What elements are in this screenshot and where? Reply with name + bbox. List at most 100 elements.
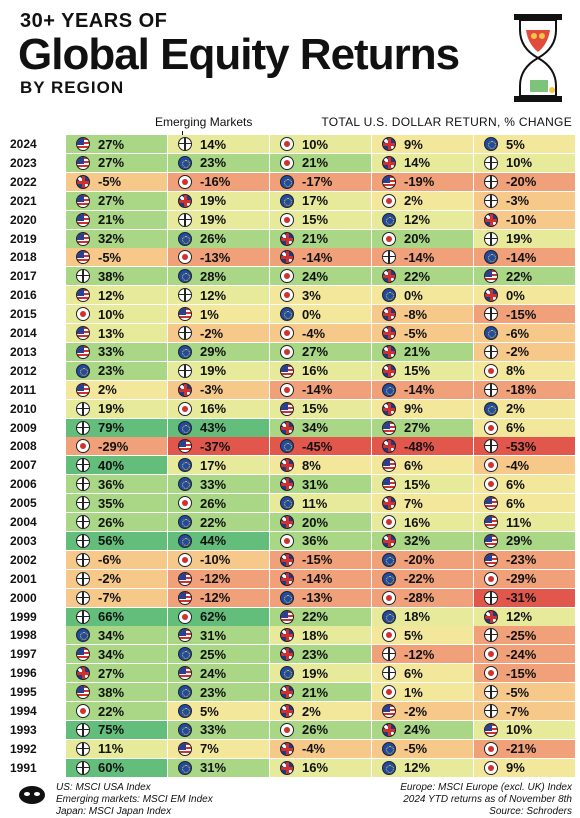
return-value: 19%: [200, 363, 227, 379]
japan-flag-icon: [178, 552, 192, 567]
return-cell: 1%: [168, 305, 270, 324]
year-label: 2003: [10, 533, 37, 548]
return-value: 23%: [302, 646, 329, 662]
uk-flag-icon: [382, 155, 396, 170]
return-value: -16%: [200, 174, 231, 190]
return-cell: 27%: [270, 342, 372, 361]
globe-icon: [382, 666, 396, 681]
return-cell: 31%: [168, 758, 270, 777]
globe-icon: [76, 269, 90, 284]
return-value: 10%: [98, 306, 125, 322]
year-label: 1998: [10, 628, 37, 643]
table-row: 2000 -7% -12% -13% -28% -31%: [10, 588, 576, 608]
return-value: 26%: [302, 722, 329, 738]
return-cell: 2%: [270, 702, 372, 720]
usa-flag-icon: [76, 382, 90, 397]
europe-flag-icon: [484, 137, 498, 151]
uk-flag-icon: [280, 760, 294, 775]
return-value: 14%: [404, 155, 431, 171]
return-value: 34%: [302, 420, 329, 435]
return-value: -2%: [404, 703, 428, 719]
return-value: -5%: [506, 684, 530, 700]
return-value: 18%: [404, 609, 431, 624]
japan-flag-icon: [178, 496, 192, 511]
japan-flag-icon: [280, 288, 294, 303]
return-value: -24%: [506, 646, 537, 662]
usa-flag-icon: [382, 477, 396, 492]
return-value: -45%: [302, 438, 333, 454]
uk-flag-icon: [382, 137, 396, 151]
return-value: -18%: [506, 382, 537, 398]
return-value: 10%: [506, 722, 533, 738]
return-value: 62%: [200, 609, 227, 624]
europe-flag-icon: [178, 515, 192, 529]
year-label: 2016: [10, 288, 37, 303]
return-cell: 34%: [66, 626, 168, 645]
return-cell: 20%: [372, 229, 474, 248]
globe-icon: [76, 609, 90, 624]
return-value: 2%: [98, 382, 117, 398]
table-row: 2011 2% -3% -14% -14% -18%: [10, 380, 576, 400]
globe-icon: [76, 533, 90, 548]
return-value: 12%: [506, 609, 533, 624]
return-cell: 6%: [372, 664, 474, 683]
return-value: 16%: [200, 401, 227, 417]
return-value: 24%: [302, 268, 329, 284]
return-value: 19%: [98, 401, 125, 417]
return-cell: 60%: [66, 758, 168, 777]
uk-flag-icon: [382, 307, 396, 322]
return-cell: 35%: [66, 494, 168, 513]
table-row: 1992 11% 7% -4% -5% -21%: [10, 739, 576, 759]
return-value: 20%: [404, 231, 431, 246]
return-cell: -21%: [474, 739, 576, 758]
return-cell: -12%: [168, 588, 270, 607]
globe-icon: [76, 590, 90, 605]
return-cell: 8%: [474, 361, 576, 380]
table-row: 2020 21% 19% 15% 12% -10%: [10, 210, 576, 230]
table-row: 2003 56% 44% 36% 32% 29%: [10, 531, 576, 551]
return-value: 16%: [302, 363, 329, 379]
return-cell: 12%: [474, 607, 576, 626]
return-value: 34%: [98, 646, 125, 662]
return-cell: 24%: [372, 720, 474, 739]
return-cell: 29%: [168, 342, 270, 361]
return-value: 1%: [404, 684, 423, 700]
europe-flag-icon: [484, 401, 498, 416]
table-row: 2022 -5% -16% -17% -19% -20%: [10, 172, 576, 192]
table-row: 1994 22% 5% 2% -2% -7%: [10, 702, 576, 721]
return-cell: 18%: [270, 626, 372, 645]
year-label: 2012: [10, 363, 37, 378]
year-label: 2006: [10, 477, 37, 492]
return-value: 11%: [302, 495, 328, 511]
return-cell: -15%: [270, 550, 372, 569]
return-value: 36%: [98, 476, 125, 492]
globe-icon: [484, 685, 498, 700]
return-cell: 22%: [66, 702, 168, 720]
return-cell: 66%: [66, 607, 168, 626]
return-value: 31%: [200, 627, 227, 643]
return-value: 35%: [98, 495, 125, 511]
year-label: 1994: [10, 704, 37, 718]
return-cell: 38%: [66, 267, 168, 286]
europe-flag-icon: [178, 760, 192, 775]
table-row: 1993 75% 33% 26% 24% 10%: [10, 720, 576, 740]
return-value: -3%: [200, 382, 224, 398]
globe-icon: [76, 515, 90, 529]
uk-flag-icon: [382, 496, 396, 511]
return-value: 36%: [302, 533, 329, 549]
year-label: 1999: [10, 609, 37, 624]
return-cell: -2%: [168, 324, 270, 342]
japan-flag-icon: [76, 704, 90, 718]
return-cell: -2%: [66, 569, 168, 588]
return-cell: -13%: [168, 248, 270, 267]
usa-flag-icon: [382, 420, 396, 435]
return-cell: 6%: [372, 456, 474, 475]
usa-flag-icon: [76, 155, 90, 170]
europe-flag-icon: [280, 174, 294, 189]
japan-flag-icon: [280, 137, 294, 151]
usa-flag-icon: [178, 439, 192, 454]
return-cell: -20%: [372, 550, 474, 569]
return-value: 33%: [200, 476, 227, 492]
return-value: 15%: [404, 363, 431, 379]
globe-icon: [484, 307, 498, 322]
